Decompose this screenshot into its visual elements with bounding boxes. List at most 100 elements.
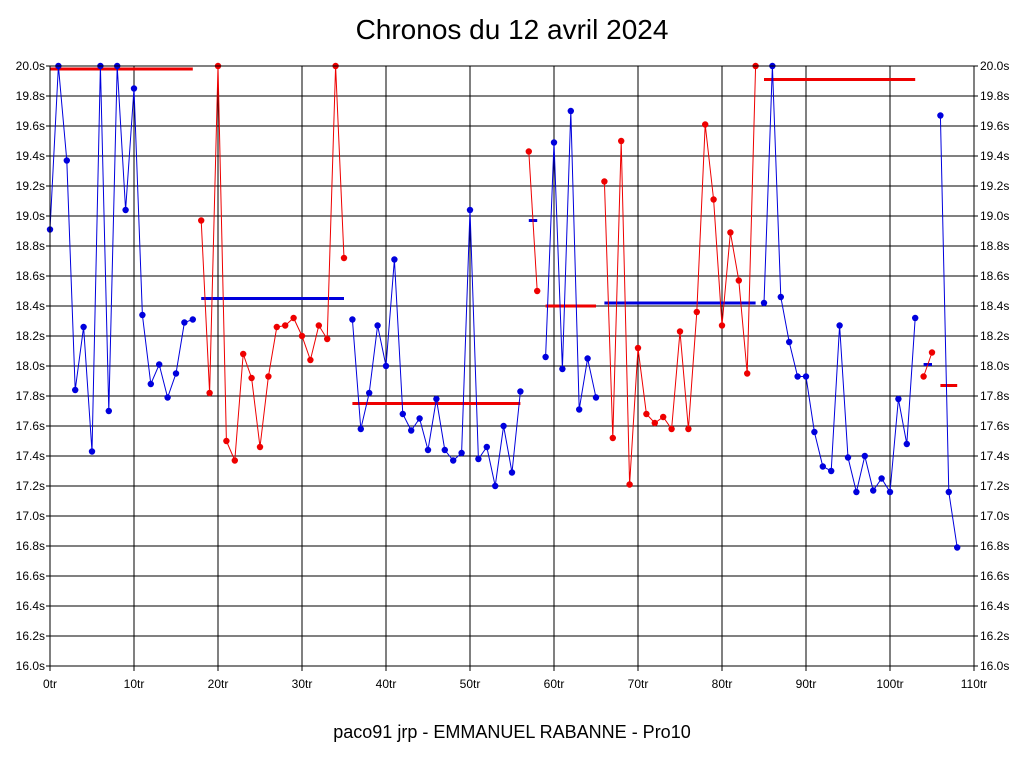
- data-point: [685, 425, 692, 433]
- data-point: [870, 487, 877, 494]
- data-point: [794, 373, 801, 380]
- y-tick-label-left: 18.0s: [16, 359, 45, 373]
- data-point: [819, 463, 826, 470]
- data-point: [282, 322, 289, 329]
- data-point: [592, 394, 600, 401]
- y-tick-label-right: 17.8s: [980, 389, 1009, 403]
- y-tick-label-right: 19.8s: [980, 89, 1009, 103]
- series-line: [528, 151, 538, 292]
- data-point: [382, 362, 390, 370]
- data-point: [878, 475, 885, 482]
- series-line: [923, 352, 933, 377]
- data-point: [374, 322, 381, 329]
- y-tick-label-right: 16.6s: [980, 569, 1009, 583]
- data-point: [937, 112, 944, 119]
- data-point: [240, 350, 247, 358]
- data-point: [710, 196, 717, 203]
- data-point: [80, 323, 87, 331]
- data-point: [248, 374, 255, 382]
- x-tick-label: 90tr: [796, 677, 817, 691]
- data-point: [660, 413, 667, 421]
- y-tick-label-right: 19.4s: [980, 149, 1009, 163]
- data-point: [912, 314, 919, 322]
- data-point: [458, 449, 465, 457]
- y-tick-label-right: 17.0s: [980, 509, 1009, 523]
- y-tick-label-left: 19.6s: [16, 119, 45, 133]
- data-point: [508, 469, 516, 476]
- data-point: [609, 434, 616, 442]
- data-point: [928, 349, 936, 356]
- data-point: [433, 395, 440, 403]
- data-point: [189, 316, 196, 323]
- data-point: [105, 407, 113, 415]
- x-tick-label: 110tr: [961, 677, 987, 691]
- x-tick-label: 60tr: [544, 677, 565, 691]
- data-point: [466, 206, 474, 214]
- chart-footer: paco91 jrp - EMMANUEL RABANNE - Pro10: [333, 722, 691, 742]
- data-point: [626, 481, 633, 488]
- y-tick-label-left: 16.4s: [16, 599, 45, 613]
- data-point: [441, 446, 448, 454]
- data-point: [760, 299, 768, 307]
- data-point: [550, 139, 558, 146]
- data-point: [139, 311, 146, 319]
- data-point: [668, 425, 675, 433]
- y-tick-label-left: 19.2s: [16, 179, 45, 193]
- data-point: [63, 157, 70, 164]
- data-point: [206, 389, 213, 397]
- y-tick-label-left: 19.4s: [16, 149, 45, 163]
- y-tick-label-right: 16.2s: [980, 629, 1009, 643]
- data-point: [416, 415, 423, 422]
- data-point: [811, 428, 818, 436]
- data-point: [307, 356, 314, 364]
- grid-lines: [49, 65, 975, 667]
- y-axis-ticks-left: 16.0s 16.2s 16.4s 16.6s 16.8s 17.0s 17.2s 17.4s…: [16, 59, 50, 673]
- series-line: [351, 209, 521, 487]
- y-tick-label-right: 16.8s: [980, 539, 1009, 553]
- data-point: [643, 410, 650, 418]
- data-point: [828, 467, 835, 475]
- data-point: [349, 316, 356, 323]
- x-tick-label: 100tr: [876, 677, 903, 691]
- data-point: [567, 107, 574, 115]
- y-tick-label-left: 18.8s: [16, 239, 45, 253]
- chart-title: Chronos du 12 avril 2024: [355, 14, 669, 45]
- y-tick-label-right: 17.6s: [980, 419, 1009, 433]
- data-point: [72, 386, 79, 394]
- series-line: [603, 65, 757, 485]
- data-point: [802, 373, 810, 380]
- data-point: [584, 355, 591, 362]
- y-tick-label-right: 20.0s: [980, 59, 1009, 73]
- y-axis-ticks-right: 16.0s 16.2s 16.4s 16.6s 16.8s 17.0s 17.2s 17.4s…: [974, 59, 1009, 673]
- y-tick-label-left: 19.0s: [16, 209, 45, 223]
- data-point: [777, 293, 784, 301]
- y-tick-label-left: 18.2s: [16, 329, 45, 343]
- data-point: [147, 380, 154, 388]
- data-point: [315, 322, 322, 329]
- x-tick-label: 0tr: [43, 677, 57, 691]
- y-tick-label-left: 16.8s: [16, 539, 45, 553]
- data-point: [483, 443, 490, 451]
- data-point: [727, 229, 734, 236]
- data-series: [46, 62, 961, 551]
- y-tick-label-right: 18.6s: [980, 269, 1009, 283]
- data-point: [886, 488, 894, 496]
- data-point: [844, 454, 852, 461]
- data-point: [601, 178, 608, 185]
- data-point: [265, 373, 272, 380]
- data-point: [559, 365, 566, 373]
- x-tick-label: 80tr: [712, 677, 733, 691]
- y-tick-label-right: 19.2s: [980, 179, 1009, 193]
- data-point: [945, 488, 952, 496]
- plot-frame: [49, 65, 975, 667]
- x-tick-label: 70tr: [628, 677, 649, 691]
- data-point: [492, 482, 499, 490]
- y-tick-label-right: 18.2s: [980, 329, 1009, 343]
- data-point: [861, 452, 868, 460]
- data-point: [324, 335, 331, 343]
- y-tick-label-left: 17.8s: [16, 389, 45, 403]
- data-point: [231, 457, 238, 464]
- data-point: [676, 328, 684, 335]
- data-point: [424, 446, 432, 454]
